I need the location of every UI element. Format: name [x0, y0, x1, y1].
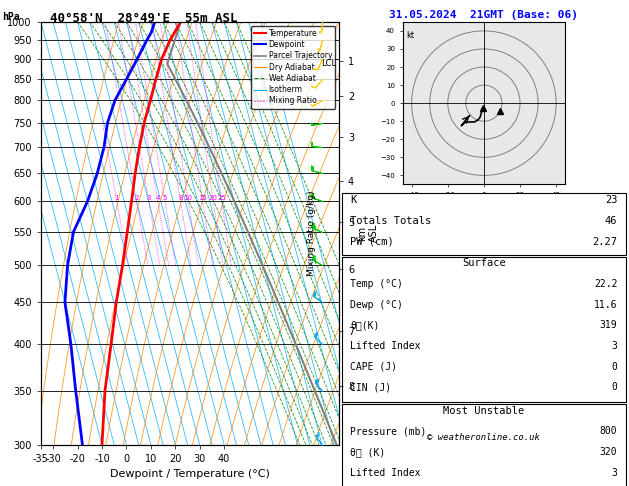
Text: 11.6: 11.6 — [594, 300, 617, 310]
Text: 8: 8 — [178, 194, 182, 201]
Text: Totals Totals: Totals Totals — [350, 216, 431, 226]
Text: 15: 15 — [198, 194, 207, 201]
Text: 319: 319 — [599, 320, 617, 330]
Text: 5: 5 — [163, 194, 167, 201]
Text: CAPE (J): CAPE (J) — [350, 362, 398, 372]
Text: 3: 3 — [147, 194, 151, 201]
Text: θᴇ(K): θᴇ(K) — [350, 320, 380, 330]
Text: 0: 0 — [611, 382, 617, 393]
Text: 2.27: 2.27 — [593, 237, 617, 246]
Text: 22.2: 22.2 — [594, 279, 617, 289]
Text: PW (cm): PW (cm) — [350, 237, 394, 246]
Text: 3: 3 — [611, 468, 617, 478]
Text: Dewp (°C): Dewp (°C) — [350, 300, 403, 310]
Text: Mixing Ratio (g/kg): Mixing Ratio (g/kg) — [307, 191, 316, 276]
Text: Temp (°C): Temp (°C) — [350, 279, 403, 289]
Text: 800: 800 — [599, 426, 617, 436]
Text: 20: 20 — [209, 194, 218, 201]
Text: Most Unstable: Most Unstable — [443, 406, 525, 416]
Text: LCL: LCL — [321, 59, 337, 69]
FancyBboxPatch shape — [342, 404, 626, 486]
Text: 23: 23 — [605, 195, 617, 205]
Text: Pressure (mb): Pressure (mb) — [350, 426, 427, 436]
Text: hPa: hPa — [2, 12, 19, 22]
Text: 320: 320 — [599, 447, 617, 457]
Text: K: K — [350, 195, 357, 205]
Text: 40°58'N  28°49'E  55m ASL: 40°58'N 28°49'E 55m ASL — [50, 12, 238, 25]
Text: 1: 1 — [114, 194, 119, 201]
Text: CIN (J): CIN (J) — [350, 382, 392, 393]
Text: 2: 2 — [134, 194, 138, 201]
Text: 25: 25 — [217, 194, 226, 201]
Text: Lifted Index: Lifted Index — [350, 341, 421, 351]
Text: θᴇ (K): θᴇ (K) — [350, 447, 386, 457]
Text: Surface: Surface — [462, 259, 506, 268]
Text: Lifted Index: Lifted Index — [350, 468, 421, 478]
Text: 3: 3 — [611, 341, 617, 351]
Text: 4: 4 — [155, 194, 160, 201]
FancyBboxPatch shape — [342, 257, 626, 402]
Y-axis label: km
ASL: km ASL — [357, 224, 379, 243]
X-axis label: Dewpoint / Temperature (°C): Dewpoint / Temperature (°C) — [110, 469, 270, 479]
Title: 31.05.2024  21GMT (Base: 06): 31.05.2024 21GMT (Base: 06) — [389, 10, 579, 20]
Text: 10: 10 — [184, 194, 192, 201]
FancyBboxPatch shape — [342, 193, 626, 255]
Text: © weatheronline.co.uk: © weatheronline.co.uk — [428, 433, 540, 442]
Text: 46: 46 — [605, 216, 617, 226]
Text: kt: kt — [406, 31, 415, 40]
Legend: Temperature, Dewpoint, Parcel Trajectory, Dry Adiabat, Wet Adiabat, Isotherm, Mi: Temperature, Dewpoint, Parcel Trajectory… — [251, 26, 335, 108]
Text: 0: 0 — [611, 362, 617, 372]
